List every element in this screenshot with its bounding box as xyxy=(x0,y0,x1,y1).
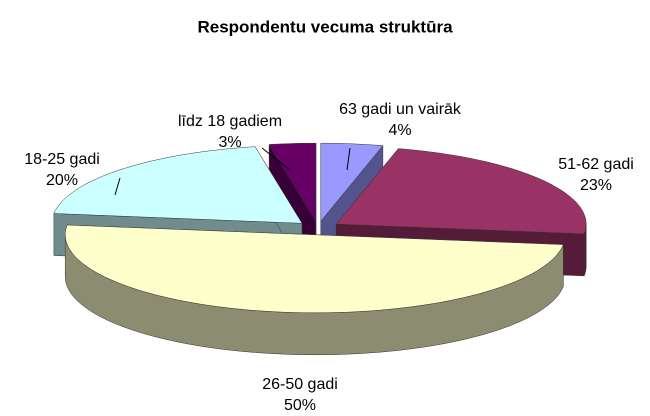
category-label: 26-50 gadi xyxy=(262,376,338,393)
leader-line xyxy=(346,147,351,171)
category-label: līdz 18 gadiem xyxy=(178,113,282,130)
value-label: 50% xyxy=(284,397,316,414)
value-label: 4% xyxy=(388,122,411,139)
category-label: 63 gadi un vairāk xyxy=(339,101,462,118)
leader-line xyxy=(261,147,291,171)
leader-line xyxy=(114,177,121,196)
chart-title: Respondentu vecuma struktūra xyxy=(197,17,453,36)
slice xyxy=(335,148,587,235)
category-label: 51-62 gadi xyxy=(558,156,634,173)
labels: 63 gadi un vairāk 4% 51-62 gadi 23% 26-50 ga… xyxy=(24,101,634,414)
slice xyxy=(320,142,384,222)
value-label: 20% xyxy=(46,172,78,189)
category-label: 18-25 gadi xyxy=(24,151,100,168)
slice xyxy=(53,146,303,224)
pie xyxy=(53,142,587,356)
slice xyxy=(65,224,564,314)
value-label: 3% xyxy=(218,134,241,151)
value-label: 23% xyxy=(580,177,612,194)
